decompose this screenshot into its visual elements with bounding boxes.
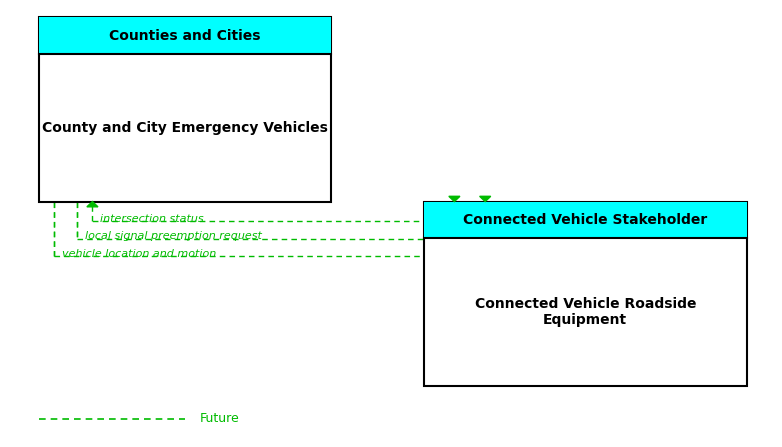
Bar [38, 17, 331, 54]
Polygon shape [87, 202, 98, 207]
Bar [38, 17, 331, 202]
Text: local signal preemption request: local signal preemption request [84, 231, 262, 241]
Text: Future: Future [200, 412, 240, 425]
Bar [424, 202, 747, 238]
Text: Counties and Cities: Counties and Cities [109, 29, 260, 43]
Text: intersection status: intersection status [100, 214, 204, 224]
Text: Connected Vehicle Stakeholder: Connected Vehicle Stakeholder [463, 213, 708, 227]
Polygon shape [449, 196, 460, 202]
Text: County and City Emergency Vehicles: County and City Emergency Vehicles [42, 121, 328, 135]
Bar [424, 202, 747, 386]
Text: Connected Vehicle Roadside
Equipment: Connected Vehicle Roadside Equipment [475, 297, 696, 327]
Text: vehicle location and motion: vehicle location and motion [62, 249, 216, 259]
Polygon shape [479, 196, 491, 202]
